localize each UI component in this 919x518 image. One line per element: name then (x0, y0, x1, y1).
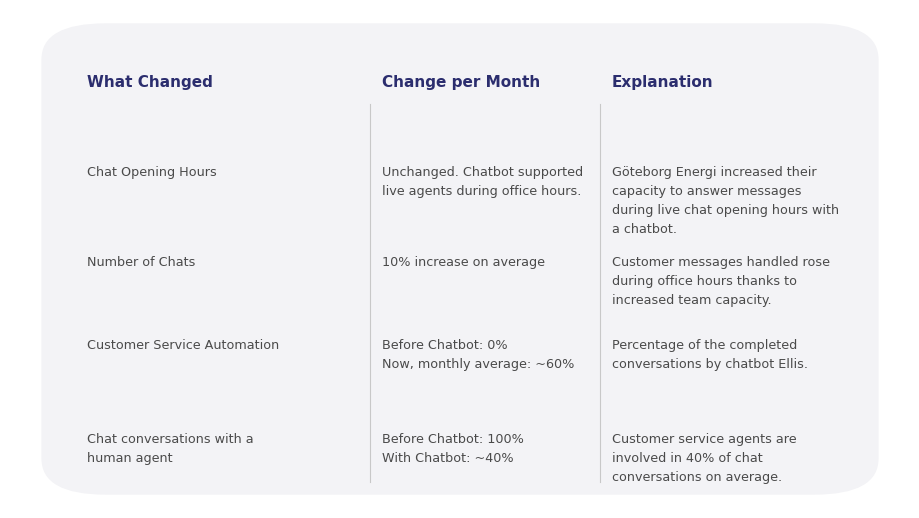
Text: Göteborg Energi increased their
capacity to answer messages
during live chat ope: Göteborg Energi increased their capacity… (611, 166, 838, 236)
Text: Before Chatbot: 0%
Now, monthly average: ~60%: Before Chatbot: 0% Now, monthly average:… (381, 339, 573, 371)
Text: 10% increase on average: 10% increase on average (381, 256, 544, 269)
Text: Customer Service Automation: Customer Service Automation (87, 339, 279, 352)
FancyBboxPatch shape (41, 23, 878, 495)
Text: Customer messages handled rose
during office hours thanks to
increased team capa: Customer messages handled rose during of… (611, 256, 829, 307)
Text: Chat conversations with a
human agent: Chat conversations with a human agent (87, 433, 254, 465)
Text: Percentage of the completed
conversations by chatbot Ellis.: Percentage of the completed conversation… (611, 339, 807, 371)
Text: Customer service agents are
involved in 40% of chat
conversations on average.: Customer service agents are involved in … (611, 433, 796, 483)
Text: Chat Opening Hours: Chat Opening Hours (87, 166, 217, 179)
Text: What Changed: What Changed (87, 75, 213, 90)
Text: Unchanged. Chatbot supported
live agents during office hours.: Unchanged. Chatbot supported live agents… (381, 166, 583, 198)
Text: Before Chatbot: 100%
With Chatbot: ~40%: Before Chatbot: 100% With Chatbot: ~40% (381, 433, 523, 465)
Text: Change per Month: Change per Month (381, 75, 539, 90)
Text: Explanation: Explanation (611, 75, 712, 90)
Text: Number of Chats: Number of Chats (87, 256, 196, 269)
